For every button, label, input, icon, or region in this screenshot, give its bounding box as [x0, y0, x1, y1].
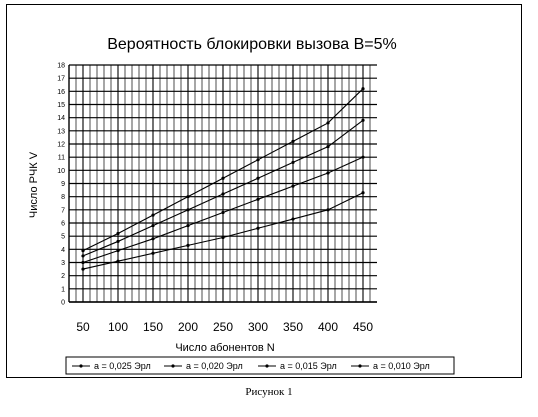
data-point [151, 251, 155, 255]
axes [68, 65, 377, 303]
x-tick-label: 400 [318, 320, 338, 334]
data-point [326, 121, 330, 125]
data-point [186, 243, 190, 247]
x-tick-label: 450 [353, 320, 373, 334]
data-point [291, 139, 295, 143]
x-tick-label: 100 [108, 320, 128, 334]
data-point [81, 249, 85, 253]
y-tick-label: 1 [61, 286, 65, 293]
y-tick-label: 6 [61, 221, 65, 228]
y-tick-label: 12 [57, 142, 65, 149]
chart-title: Вероятность блокировки вызова B=5% [107, 36, 397, 53]
legend-label: a = 0,010 Эрл [373, 361, 430, 371]
y-tick-label: 2 [61, 273, 65, 280]
data-point [361, 155, 365, 159]
chart-frame: Вероятность блокировки вызова B=5% Число… [6, 4, 522, 378]
x-tick-label: 50 [76, 320, 90, 334]
data-point [291, 184, 295, 188]
data-point [186, 195, 190, 199]
legend-swatch-marker [265, 364, 269, 368]
y-tick-label: 17 [57, 76, 65, 83]
y-tick-label: 5 [61, 234, 65, 241]
data-point [186, 224, 190, 228]
data-point [81, 267, 85, 271]
data-point [151, 224, 155, 228]
data-point [116, 239, 120, 244]
y-tick-label: 18 [57, 63, 65, 70]
legend-swatch-marker [171, 364, 175, 368]
chart: Вероятность блокировки вызова B=5% Число… [28, 36, 455, 375]
y-tick-label: 15 [57, 102, 65, 109]
y-tick-label: 4 [61, 247, 65, 254]
series [81, 87, 365, 271]
grid [69, 64, 377, 303]
figure-caption: Рисунок 1 [245, 386, 293, 398]
y-tick-label: 16 [57, 89, 65, 96]
data-point [116, 249, 120, 253]
data-point [256, 226, 260, 230]
y-tick-label: 7 [61, 207, 65, 214]
data-point [116, 231, 120, 236]
legend-label: a = 0,020 Эрл [186, 361, 243, 371]
data-point [256, 176, 260, 180]
y-tick-label: 13 [57, 128, 65, 135]
data-point [81, 260, 85, 265]
legend-swatch-marker [358, 364, 362, 368]
x-tick-label: 350 [283, 320, 303, 334]
y-tick-label: 10 [57, 168, 65, 175]
data-point [186, 208, 190, 212]
data-point [221, 176, 225, 180]
data-point [291, 160, 295, 165]
x-tick-label: 250 [213, 320, 233, 334]
y-tick-label: 0 [61, 300, 65, 307]
data-point [256, 197, 260, 201]
y-axis-label: Число РЧК V [28, 151, 40, 218]
data-point [151, 237, 155, 241]
x-ticks: 50 100 150 200 250 300 350 400 450 [76, 320, 373, 334]
data-point [116, 259, 120, 263]
data-point [151, 213, 155, 217]
data-point [326, 171, 330, 175]
data-point [326, 208, 330, 212]
x-tick-label: 300 [248, 320, 268, 334]
legend: a = 0,025 Эрл a = 0,020 Эрл a = 0,015 Эрл a… [65, 356, 455, 375]
data-point [221, 192, 225, 196]
y-tick-label: 14 [57, 115, 65, 122]
legend-label: a = 0,025 Эрл [94, 361, 151, 371]
legend-swatch-marker [79, 364, 83, 368]
data-point [361, 118, 365, 122]
data-point [361, 87, 365, 91]
data-point [221, 235, 225, 240]
y-tick-label: 9 [61, 181, 65, 188]
x-axis-label: Число абонентов N [175, 342, 274, 354]
data-point [361, 191, 365, 195]
x-tick-label: 200 [178, 320, 198, 334]
y-tick-label: 11 [58, 155, 65, 162]
y-tick-label: 8 [61, 194, 65, 201]
data-point [326, 145, 330, 149]
legend-label: a = 0,015 Эрл [280, 361, 337, 371]
data-point [256, 158, 260, 162]
y-tick-label: 3 [61, 260, 65, 267]
x-tick-label: 150 [143, 320, 163, 334]
data-point [221, 210, 225, 215]
data-point [291, 217, 295, 221]
data-point [81, 254, 85, 258]
